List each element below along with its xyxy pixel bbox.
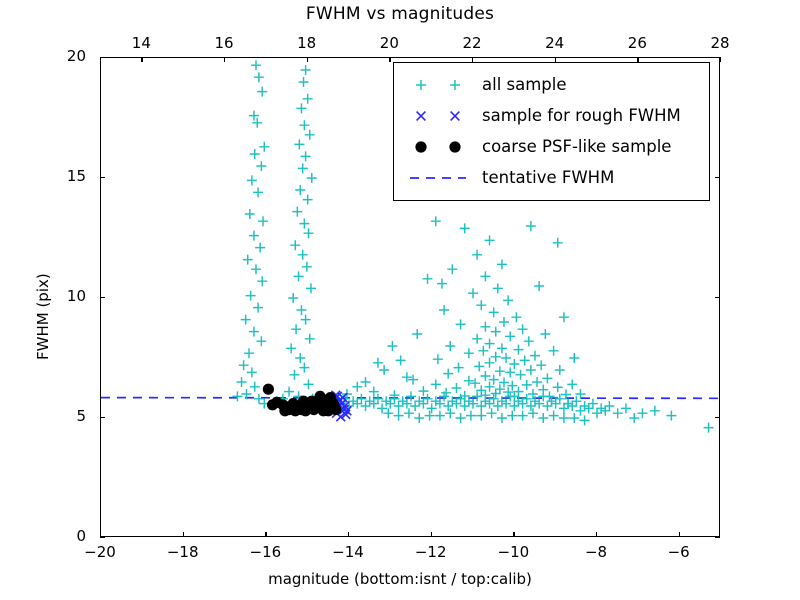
bottom-tick bbox=[348, 532, 350, 537]
legend-label: all sample bbox=[482, 75, 567, 94]
legend-label: coarse PSF-like sample bbox=[482, 137, 672, 156]
bottom-tick-label: −8 bbox=[584, 543, 608, 561]
left-tick-label: 5 bbox=[76, 407, 86, 425]
top-tick bbox=[224, 57, 226, 62]
bottom-tick-label: −16 bbox=[249, 543, 282, 561]
legend-entry: sample for rough FWHM bbox=[402, 100, 701, 131]
chart-legend: all sample sample for rough FWHM coarse PS… bbox=[393, 62, 710, 201]
left-tick bbox=[100, 417, 105, 419]
bottom-tick bbox=[265, 532, 267, 537]
legend-marker-dot-icon bbox=[402, 135, 478, 159]
left-tick bbox=[100, 537, 105, 539]
left-tick bbox=[100, 57, 105, 59]
legend-marker-dashed-line-icon bbox=[402, 166, 478, 190]
bottom-tick bbox=[513, 532, 515, 537]
legend-entry: all sample bbox=[402, 69, 701, 100]
data-canvas bbox=[101, 60, 721, 433]
right-tick bbox=[715, 537, 720, 539]
right-tick bbox=[715, 57, 720, 59]
legend-entry: tentative FWHM bbox=[402, 162, 701, 193]
top-tick-label: 18 bbox=[297, 34, 317, 52]
top-tick bbox=[720, 57, 722, 62]
top-tick bbox=[472, 57, 474, 62]
legend-entry: coarse PSF-like sample bbox=[402, 131, 701, 162]
top-tick-label: 24 bbox=[545, 34, 565, 52]
left-tick-label: 10 bbox=[66, 287, 86, 305]
bottom-tick-label: −6 bbox=[667, 543, 690, 561]
left-tick-label: 0 bbox=[76, 527, 86, 545]
top-tick bbox=[637, 57, 639, 62]
top-tick-label: 14 bbox=[131, 34, 151, 52]
top-tick bbox=[306, 57, 308, 62]
bottom-tick-label: −20 bbox=[84, 543, 116, 561]
top-tick bbox=[554, 57, 556, 62]
bottom-tick-label: −18 bbox=[166, 543, 199, 561]
legend-label: tentative FWHM bbox=[482, 168, 615, 187]
top-tick-label: 22 bbox=[462, 34, 482, 52]
right-tick bbox=[715, 297, 720, 299]
chart-title: FWHM vs magnitudes bbox=[305, 4, 495, 24]
left-tick bbox=[100, 297, 105, 299]
left-tick-label: 20 bbox=[66, 47, 86, 65]
bottom-tick bbox=[182, 532, 184, 537]
bottom-tick-label: −10 bbox=[497, 543, 530, 561]
x-axis-label: magnitude (bottom:isnt / top:calib) bbox=[268, 570, 532, 588]
top-tick-label: 20 bbox=[379, 34, 399, 52]
right-tick bbox=[715, 417, 720, 419]
top-tick-label: 26 bbox=[627, 34, 647, 52]
legend-label: sample for rough FWHM bbox=[482, 106, 681, 125]
top-tick-label: 16 bbox=[214, 34, 234, 52]
series-coarse-psf-like-sample bbox=[262, 383, 342, 417]
top-tick bbox=[141, 57, 143, 62]
bottom-tick bbox=[100, 532, 102, 537]
top-tick bbox=[389, 57, 391, 62]
legend-marker-cross-icon bbox=[402, 104, 478, 128]
left-tick bbox=[100, 177, 105, 179]
right-tick bbox=[715, 177, 720, 179]
bottom-tick-label: −12 bbox=[414, 543, 447, 561]
legend-marker-plus-icon bbox=[402, 73, 478, 97]
top-tick-label: 28 bbox=[710, 34, 730, 52]
bottom-tick-label: −14 bbox=[332, 543, 364, 561]
bottom-tick bbox=[678, 532, 680, 537]
left-tick-label: 15 bbox=[66, 167, 86, 185]
bottom-tick bbox=[430, 532, 432, 537]
bottom-tick bbox=[596, 532, 598, 537]
